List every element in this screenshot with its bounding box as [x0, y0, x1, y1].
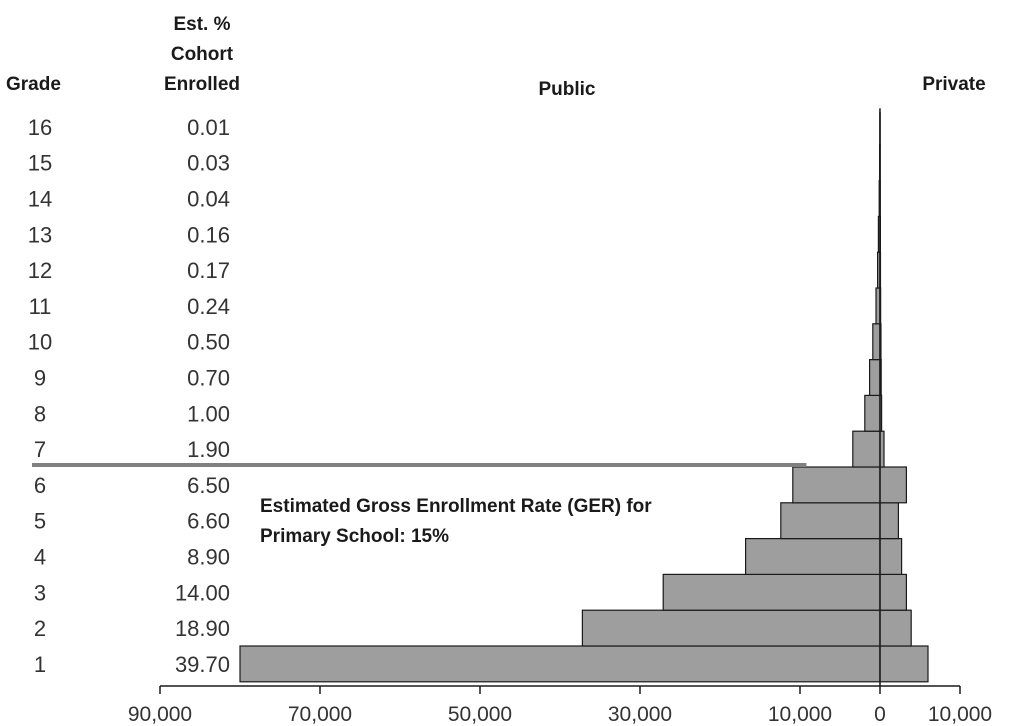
public-bar-grade-4	[744, 537, 881, 575]
x-tick-label: 90,000	[128, 703, 192, 726]
est-pct-label-2: 18.90	[175, 616, 230, 641]
x-tick-label: 70,000	[288, 703, 352, 726]
est-pct-label-8: 1.00	[187, 401, 230, 426]
grade-label-11: 11	[29, 294, 52, 319]
public-bar-grade-5	[780, 502, 881, 540]
est-pct-label-7: 1.90	[187, 437, 230, 462]
est-pct-label-4: 8.90	[187, 545, 230, 570]
private-bar-grade-5	[879, 502, 899, 540]
x-tick-label: 30,000	[608, 703, 672, 726]
row-labels: 1 39.70 2 18.90 3 14.00 4 8.90 5 6.60 6 6.50 7 1.90 8 1…	[28, 115, 230, 677]
grade-label-15: 15	[28, 151, 52, 176]
public-bar-grade-1	[239, 645, 881, 683]
x-tick-label: 10,000	[768, 703, 832, 726]
private-bar-grade-6	[879, 466, 907, 504]
grade-label-16: 16	[28, 115, 52, 140]
est-pct-header-line1: Est. %	[173, 14, 230, 35]
private-bar-grade-3	[879, 573, 907, 611]
ger-annotation-line1: Estimated Gross Enrollment Rate (GER) fo…	[260, 496, 652, 517]
grade-label-1: 1	[34, 652, 46, 677]
grade-label-9: 9	[34, 366, 46, 391]
est-pct-label-15: 0.03	[187, 151, 230, 176]
x-tick-label: 0	[874, 703, 886, 726]
private-bar-grade-4	[879, 537, 903, 575]
est-pct-label-1: 39.70	[175, 652, 230, 677]
est-pct-label-10: 0.50	[187, 330, 230, 355]
x-tick-label: 10,000	[928, 703, 992, 726]
public-bar-grade-10	[872, 323, 881, 361]
public-header: Public	[538, 79, 595, 100]
x-tick-label: 50,000	[448, 703, 512, 726]
grade-label-13: 13	[28, 222, 52, 247]
grade-header: Grade	[6, 74, 61, 95]
grade-label-10: 10	[28, 330, 52, 355]
public-bar-grade-3	[662, 573, 881, 611]
private-header: Private	[922, 74, 985, 95]
grade-label-4: 4	[34, 545, 46, 570]
grade-label-6: 6	[34, 473, 46, 498]
est-pct-label-3: 14.00	[175, 580, 230, 605]
est-pct-header-line2: Cohort	[171, 44, 234, 65]
private-bar-grade-1	[879, 645, 929, 683]
est-pct-label-5: 6.60	[187, 509, 230, 534]
est-pct-label-11: 0.24	[187, 294, 230, 319]
grade-label-2: 2	[34, 616, 46, 641]
grade-label-12: 12	[28, 258, 52, 283]
bars	[239, 108, 929, 683]
grade-label-8: 8	[34, 401, 46, 426]
public-bar-grade-8	[864, 394, 881, 432]
grade-label-3: 3	[34, 580, 46, 605]
public-bar-grade-9	[868, 359, 881, 397]
est-pct-label-13: 0.16	[187, 222, 230, 247]
est-pct-label-16: 0.01	[187, 115, 230, 140]
grade-label-14: 14	[28, 187, 52, 212]
grade-label-7: 7	[34, 437, 46, 462]
est-pct-header-line3: Enrolled	[164, 74, 240, 95]
x-axis: 90,000 70,000 50,000 30,000 10,000 0 10,000	[128, 112, 992, 726]
public-bar-grade-2	[581, 609, 881, 647]
est-pct-label-12: 0.17	[187, 258, 230, 283]
public-bar-grade-6	[792, 466, 881, 504]
est-pct-label-14: 0.04	[187, 187, 230, 212]
est-pct-label-9: 0.70	[187, 366, 230, 391]
est-pct-label-6: 6.50	[187, 473, 230, 498]
ger-annotation-line2: Primary School: 15%	[260, 526, 449, 547]
public-bar-grade-7	[852, 430, 881, 468]
grade-label-5: 5	[34, 509, 46, 534]
private-bar-grade-2	[879, 609, 912, 647]
